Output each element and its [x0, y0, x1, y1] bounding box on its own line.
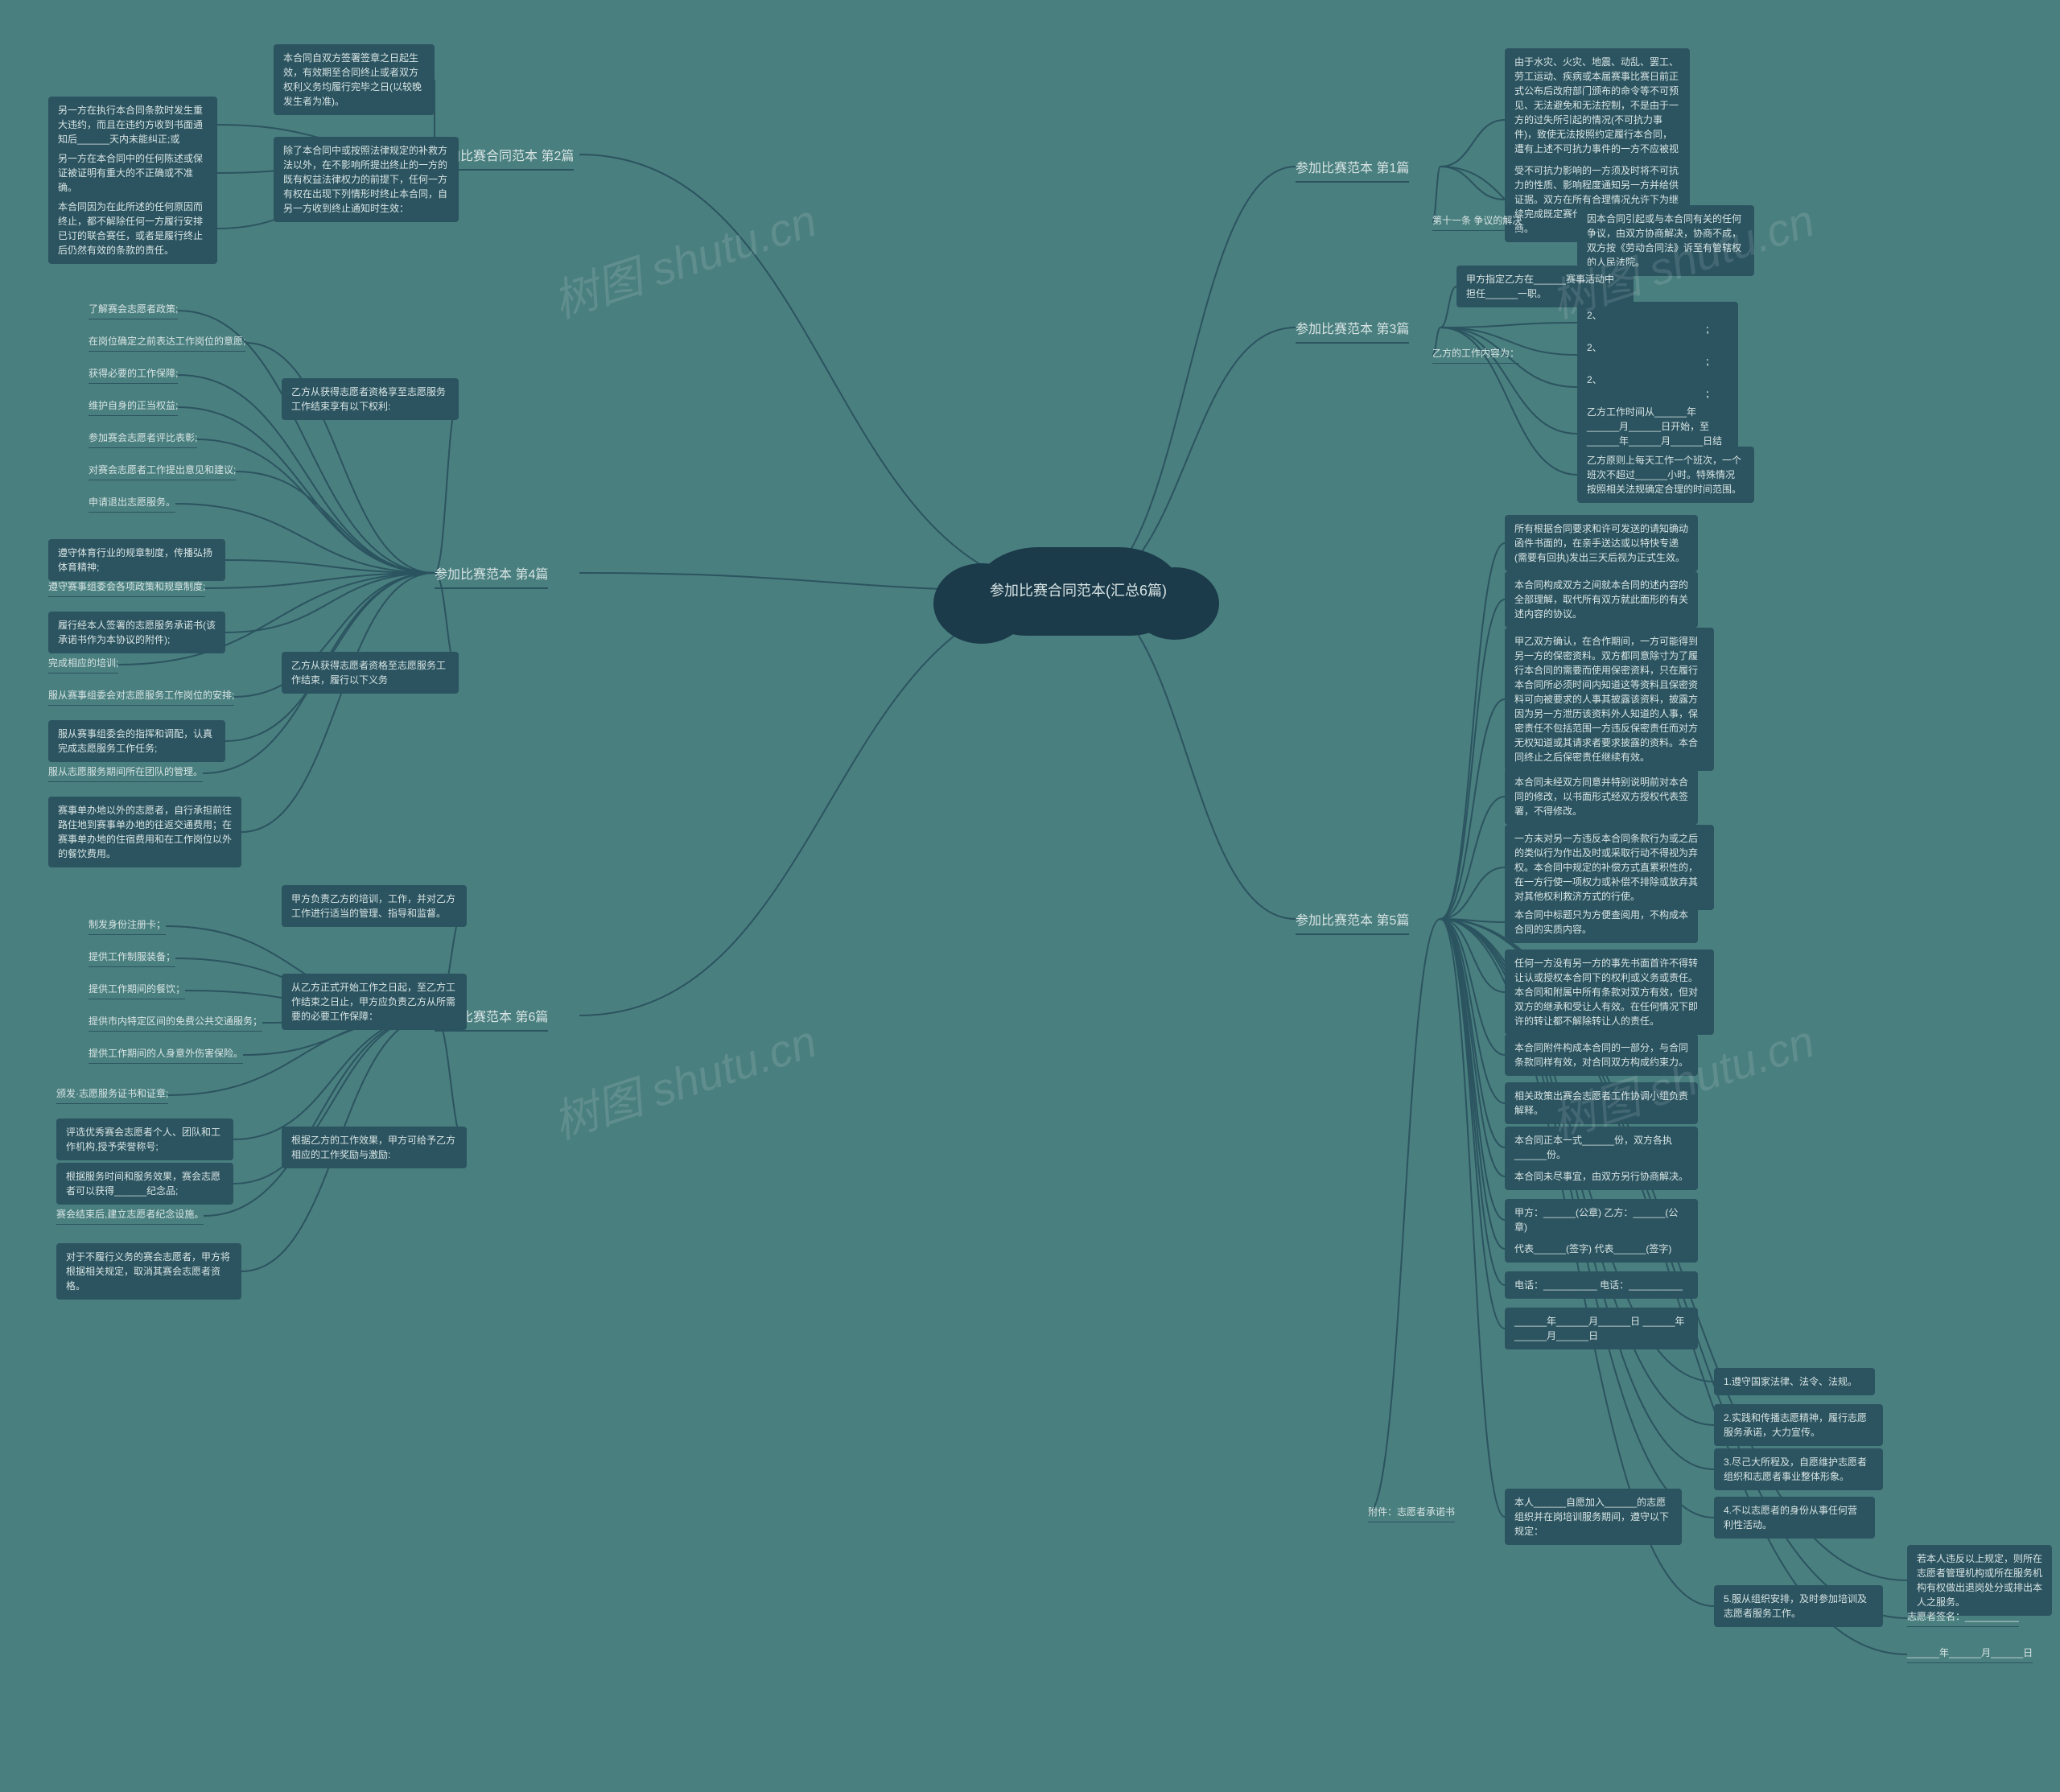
- leaf-node: 本合同自双方签署签章之日起生效，有效期至合同终止或者双方权利义务均履行完毕之日(…: [274, 44, 435, 115]
- leaf-node: 服从赛事组委会对志愿服务工作岗位的安排;: [48, 688, 234, 706]
- leaf-node: 参加赛会志愿者评比表彰;: [89, 430, 197, 448]
- leaf-node: 若本人违反以上规定，则所在志愿者管理机构或所在服务机构有权做出退岗处分或排出本人…: [1907, 1545, 2052, 1616]
- leaf-node: 制发身份注册卡；: [89, 917, 166, 935]
- leaf-node: 3.尽己大所程及，自愿维护志愿者组织和志愿者事业整体形象。: [1714, 1448, 1883, 1490]
- branch-b3: 参加比赛范本 第3篇: [1296, 318, 1409, 344]
- leaf-node: 电话：__________ 电话：__________: [1505, 1271, 1698, 1299]
- leaf-node: 5.服从组织安排，及时参加培训及志愿者服务工作。: [1714, 1585, 1883, 1627]
- watermark: 树图 shutu.cn: [544, 185, 824, 332]
- leaf-node: 本合同因为在此所述的任何原因而终止，都不解除任何一方履行安排已订的联合赛任，或者…: [48, 193, 217, 264]
- leaf-node: 提供工作制服装备；: [89, 950, 175, 967]
- leaf-node: 完成相应的培训;: [48, 656, 118, 674]
- leaf-node: 本合同中标题只为方便查阅用，不构成本合同的实质内容。: [1505, 901, 1698, 943]
- leaf-node: 志愿者签名：__________: [1907, 1609, 2019, 1627]
- branch-b4: 参加比赛范本 第4篇: [435, 563, 548, 589]
- leaf-node: 本人______自愿加入______的志愿组织并在岗培训服务期间，遵守以下规定：: [1505, 1489, 1682, 1545]
- leaf-node: 赛会结束后,建立志愿者纪念设施。: [56, 1207, 204, 1225]
- watermark: 树图 shutu.cn: [544, 1006, 824, 1152]
- leaf-node: 申请退出志愿服务。: [89, 495, 175, 513]
- leaf-node: 代表______(签字) 代表______(签字): [1505, 1235, 1698, 1263]
- center-node: 参加比赛合同范本(汇总6篇): [974, 547, 1183, 636]
- leaf-node: 评选优秀赛会志愿者个人、团队和工作机构,授予荣誉称号;: [56, 1118, 233, 1160]
- leaf-node: 获得必要的工作保障;: [89, 366, 178, 384]
- leaf-node: 提供市内特定区间的免费公共交通服务；: [89, 1014, 262, 1032]
- leaf-node: 履行经本人签署的志愿服务承诺书(该承诺书作为本协议的附件);: [48, 612, 225, 653]
- leaf-node: 2.实践和传播志愿精神，履行志愿服务承诺，大力宣传。: [1714, 1404, 1883, 1446]
- leaf-node: 在岗位确定之前表达工作岗位的意愿;: [89, 334, 245, 352]
- leaf-node: 颁发·志愿服务证书和证章;: [56, 1086, 168, 1104]
- leaf-node: 服从志愿服务期间所在团队的管理​。: [48, 764, 203, 782]
- leaf-node: 一方未对另一方违反本合同条款行为或之后的类似行为作出及时或采取行动不得视为弃权。…: [1505, 825, 1714, 910]
- leaf-node: 乙方的工作内容为：: [1432, 346, 1519, 364]
- leaf-node: 维护自身的正当权益;: [89, 398, 178, 416]
- leaf-node: 了解赛会志愿者政策;: [89, 302, 178, 319]
- leaf-node: 1.遵守国家法律、法令、法规。: [1714, 1368, 1875, 1395]
- leaf-node: 本合同附件构成本合同的一部分，与合同条款同样有效，对合同双方构成约束力。: [1505, 1034, 1698, 1076]
- branch-b1: 参加比赛范本 第1篇: [1296, 157, 1409, 183]
- leaf-node: 遵守赛事组委会各项政策和规章制度;: [48, 579, 205, 597]
- leaf-node: 对于不履行义务的赛会志愿者，甲方将根据相关规定，取消其赛会志愿者资格。: [56, 1243, 241, 1300]
- leaf-node: 任何一方没有另一方的事先书面首许不得转让认或授权本合同下的权利或义务或责任。本合…: [1505, 950, 1714, 1035]
- leaf-node: 除了本合同中或按照法律规定的补救方法以外，在不影响所提出终止的一方的既有权益法律…: [274, 137, 459, 222]
- leaf-node: ______年______月______日 ______年______月____…: [1505, 1308, 1698, 1349]
- center-label: 参加比赛合同范本(汇总6篇): [990, 581, 1167, 601]
- leaf-node: 乙方从获得志愿者资格享至志愿服务工作结束享有以下权利:: [282, 378, 459, 420]
- leaf-node: ______年______月______日: [1907, 1646, 2033, 1663]
- branch-b5: 参加比赛范本 第5篇: [1296, 909, 1409, 935]
- leaf-node: 从乙方正式开始工作之日起，至乙方工作结束之日止，甲方应负责乙方从所需要的必要工作…: [282, 974, 467, 1030]
- leaf-node: 根据乙方的工作效果，甲方可给予乙方相应的工作奖励与激励:: [282, 1127, 467, 1168]
- leaf-node: 第十一条 争议的解决: [1432, 213, 1522, 231]
- leaf-node: 本合同构成双方之间就本合同的述内容的全部理解，取代所有双方就此面形的有关述内容的…: [1505, 571, 1698, 628]
- leaf-node: 甲方负责乙方的培训，工作，并对乙方工作进行适当的管理、指导和监督。: [282, 885, 467, 927]
- leaf-node: 赛事单办地以外的志愿者，自行承担前往路住地到赛事单办地的往返交通费用；在赛事单办…: [48, 797, 241, 867]
- leaf-node: 服从赛事组委会的指挥和调配，认真完成志愿服务工作任务;: [48, 720, 225, 762]
- leaf-node: 乙方原则上每天工作一个班次，一个班次不超过______小时。特殊情况按照相关法规…: [1577, 447, 1754, 503]
- leaf-node: 提供工作期间的人身意外伤害保险。: [89, 1046, 243, 1064]
- leaf-node: 提供工作期间的餐饮；: [89, 982, 185, 999]
- leaf-node: 乙方从获得志愿者资格至志愿服务工作结束，履行以下义务: [282, 652, 459, 694]
- leaf-node: 本合同未经双方同意并特别说明前对本合同的修改，以书面形式经双方授权代表签署，不得…: [1505, 768, 1698, 825]
- leaf-node: 所有根据合同要求和许可发送的请知确动函件书面的，在亲手送达或以特快专递(需要有回…: [1505, 515, 1698, 571]
- leaf-node: 4.不以志愿者的身份从事任何营利性活动。: [1714, 1497, 1875, 1539]
- leaf-node: 对赛会志愿者工作提出意见和建议;: [89, 463, 236, 480]
- leaf-node: 遵守体育行业的规章制度，传播弘扬体育精神;: [48, 539, 225, 581]
- leaf-node: 相关政策出赛会志愿者工作协调小组负责解释。: [1505, 1082, 1698, 1124]
- leaf-node: 本合同未尽事宜，由双方另行协商解决。: [1505, 1163, 1698, 1190]
- leaf-node: 甲乙双方确认，在合作期间，一方可能得到另一方的保密资料。双方都同意除寸为了履行本…: [1505, 628, 1714, 771]
- leaf-node: 根据服务时间和服务效果，赛会志愿者可以获得______纪念品;: [56, 1163, 233, 1205]
- leaf-node: 附件：志愿者承诺书: [1368, 1505, 1455, 1522]
